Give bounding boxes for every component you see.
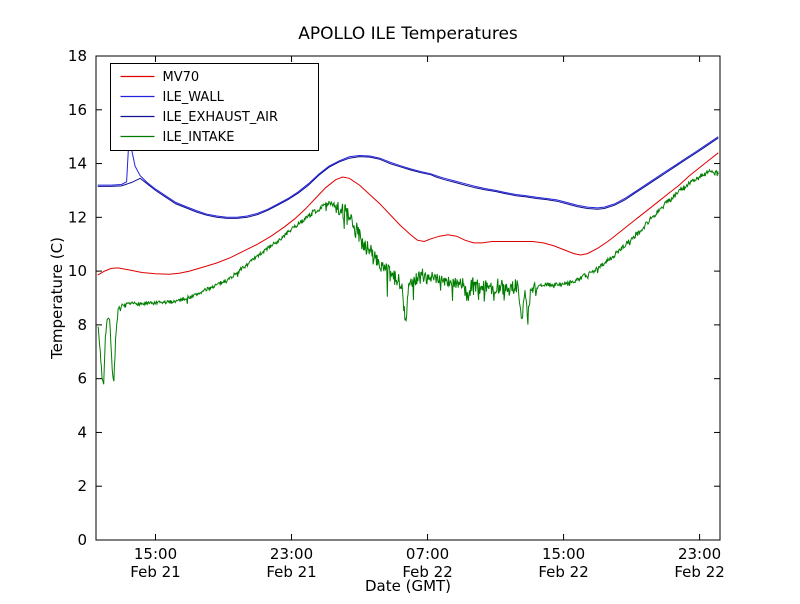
x-tick-date-label: Feb 22: [402, 563, 452, 581]
y-tick-label: 8: [77, 316, 87, 334]
y-tick-label: 16: [68, 101, 87, 119]
y-tick-label: 0: [77, 531, 87, 549]
y-tick-label: 6: [77, 370, 87, 388]
y-tick-label: 14: [68, 155, 87, 173]
y-tick-label: 4: [77, 423, 87, 441]
series-line-mv70: [97, 152, 719, 276]
x-axis-label: Date (GMT): [365, 577, 451, 595]
axes-frame: [95, 55, 721, 541]
x-tick-time-label: 15:00: [542, 545, 585, 563]
legend-label-ile_intake: ILE_INTAKE: [163, 130, 235, 145]
x-tick-date-label: Feb 21: [130, 563, 180, 581]
y-tick-label: 12: [68, 208, 87, 226]
y-tick-label: 18: [68, 47, 87, 65]
x-tick-time-label: 15:00: [134, 545, 177, 563]
legend: MV70 ILE_WALL ILE_EXHAUST_AIR ILE_INTAKE: [110, 63, 319, 151]
series-line-ile_exhaust_air: [97, 137, 719, 219]
x-tick-date-label: Feb 22: [674, 563, 724, 581]
x-tick-date-label: Feb 21: [266, 563, 316, 581]
series-group: [97, 133, 719, 385]
legend-label-ile_exhaust_air: ILE_EXHAUST_AIR: [163, 110, 279, 125]
legend-label-ile_wall: ILE_WALL: [163, 90, 225, 105]
series-line-ile_intake: [97, 168, 719, 385]
chart-title: APOLLO ILE Temperatures: [298, 24, 518, 44]
x-tick-time-label: 23:00: [678, 545, 721, 563]
series-line-ile_wall: [97, 133, 719, 218]
x-tick-date-label: Feb 22: [538, 563, 588, 581]
y-tick-label: 10: [68, 262, 87, 280]
legend-label-mv70: MV70: [163, 70, 200, 85]
y-axis-label: Temperature (C): [48, 237, 66, 360]
y-tick-label: 2: [77, 477, 87, 495]
x-tick-time-label: 23:00: [270, 545, 313, 563]
x-tick-time-label: 07:00: [406, 545, 449, 563]
